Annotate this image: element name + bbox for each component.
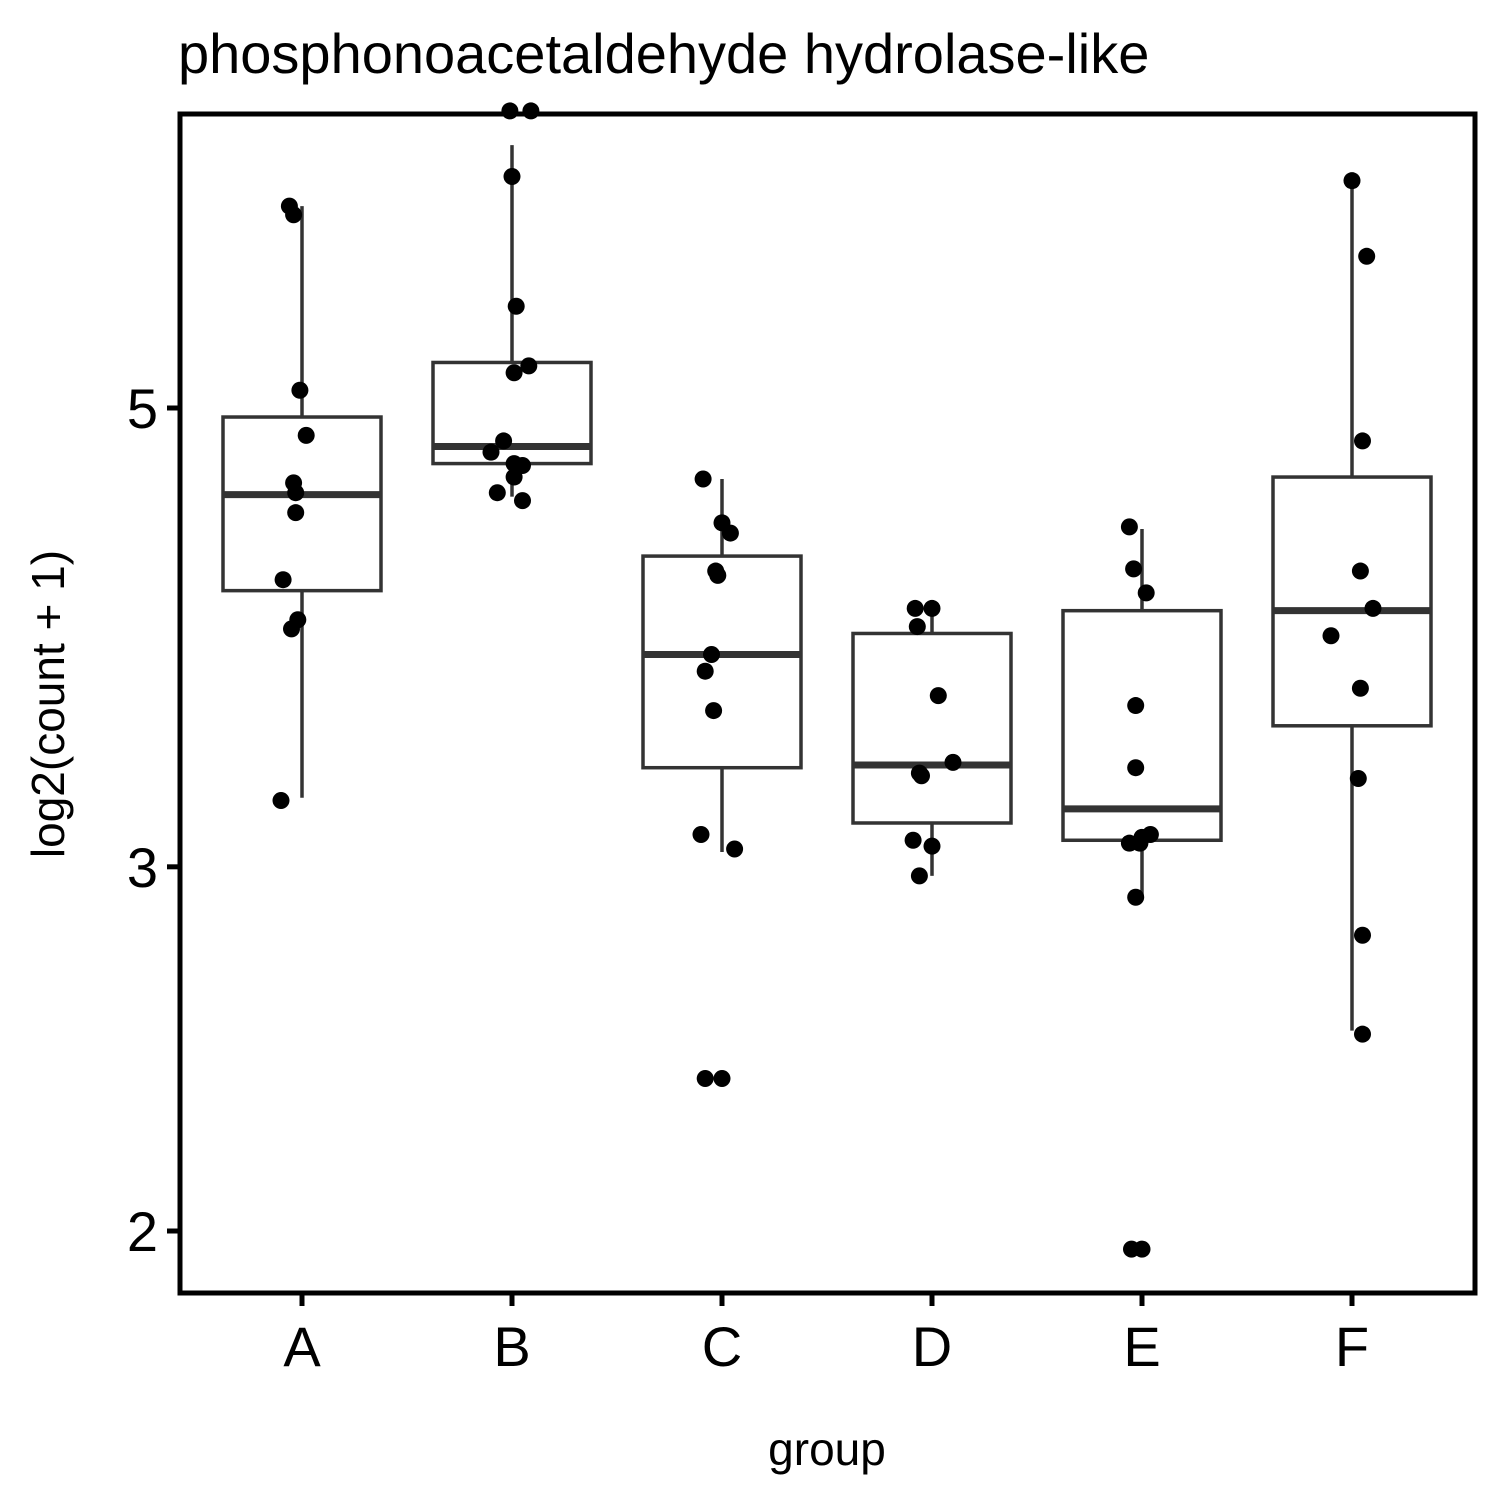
y-tick-label: 2 [127,1200,158,1263]
data-point-B [503,168,521,186]
data-point-E [1127,759,1145,777]
data-point-D [904,831,922,849]
data-point-C [703,645,720,663]
data-point-B [520,357,538,375]
box-iqr-C [641,554,803,770]
x-tick-label: B [493,1315,530,1378]
data-point-E [1120,518,1138,536]
box-iqr-E [1061,608,1223,843]
data-point-F [1351,562,1369,580]
data-point-F [1349,769,1367,787]
data-point-C [694,470,712,488]
box-iqr-A [221,415,383,593]
data-point-B [507,297,525,315]
y-axis: 2 3 5 [127,377,180,1263]
box-iqr-F [1271,475,1433,728]
data-point-F [1358,247,1376,265]
data-point-B [495,432,513,450]
data-point-F [1354,432,1371,450]
data-point-B [501,102,519,120]
data-point-B [514,492,531,510]
data-point-D [906,599,924,617]
data-point-A [291,381,309,399]
data-point-D [929,687,947,705]
data-point-E [1120,834,1138,852]
data-point-C [726,840,744,858]
data-point-C [692,825,710,843]
data-point-A [287,504,305,522]
data-point-D [923,599,941,617]
data-point-D [923,837,941,855]
data-point-B [488,484,506,502]
data-point-A [287,484,305,502]
data-point-F [1364,599,1382,617]
data-point-A [274,571,292,589]
data-point-D [944,753,962,771]
data-points [272,102,1382,1258]
data-point-D [913,767,930,785]
data-point-F [1351,679,1369,697]
data-point-E [1133,1240,1151,1258]
x-axis: A B C D E F [283,1293,1369,1378]
data-point-F [1343,172,1361,190]
data-point-E [1127,697,1145,715]
box-D [851,608,1013,876]
box-E [1061,528,1223,898]
data-point-A [297,426,315,444]
x-tick-label: C [702,1315,742,1378]
data-point-B [505,468,523,486]
x-tick-label: E [1123,1315,1160,1378]
data-point-F [1322,627,1340,645]
data-point-A [272,791,290,809]
data-point-A [283,620,300,638]
plot-frame [177,111,1478,1296]
box-C [641,478,803,852]
plot-area [221,102,1433,1258]
y-axis-title: log2(count + 1) [22,550,74,858]
data-point-B [505,364,523,382]
data-point-B [482,443,500,461]
data-point-A [285,206,303,224]
data-point-D [910,867,928,885]
data-point-F [1354,926,1371,944]
data-point-E [1125,560,1143,578]
data-point-C [705,702,723,720]
data-point-E [1127,888,1145,906]
x-tick-label: F [1335,1315,1369,1378]
x-tick-label: A [283,1315,321,1378]
data-point-C [709,566,727,584]
data-point-F [1354,1025,1371,1043]
data-point-C [696,662,714,680]
data-point-C [696,1070,714,1088]
data-point-D [908,618,926,636]
box-A [221,206,383,798]
data-point-C [721,524,739,542]
y-tick-label: 3 [127,836,158,899]
x-axis-title: group [768,1423,886,1475]
x-tick-label: D [912,1315,952,1378]
data-point-E [1137,584,1155,602]
data-point-C [713,1070,731,1088]
box-iqr-D [851,631,1013,825]
y-tick-label: 5 [127,377,158,440]
chart-title: phosphonoacetaldehyde hydrolase-like [178,22,1149,85]
data-point-B [522,102,540,120]
